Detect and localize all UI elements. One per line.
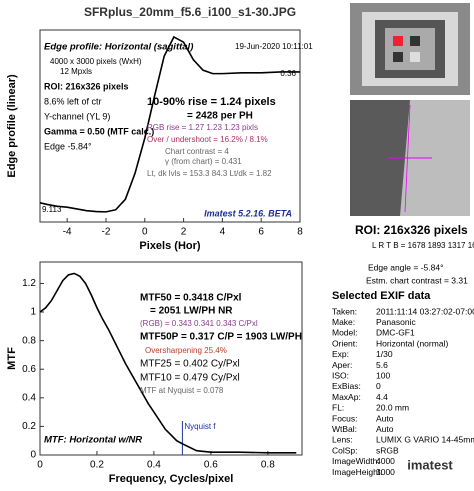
plot-area [39,29,301,223]
exif-value: Auto [376,424,394,434]
exif-key: ColSp: [332,445,358,455]
edge-angle: Edge angle = -5.84° [368,262,443,272]
x-tick-label: 0 [37,460,43,471]
exif-value: 100 [376,370,390,380]
x-tick-label: 0.6 [204,460,218,471]
exif-title: Selected EXIF data [332,290,431,302]
annotation: 10-90% rise = 1.24 pixels [147,96,276,108]
roi-bounds: L R T B = 1678 1893 1317 1642 [372,241,474,250]
annotation: 12 Mpxls [60,67,92,76]
annotation: Edge -5.84° [44,141,92,151]
exif-key: Exp: [332,349,349,359]
annotation: Chart contrast = 4 [165,147,229,156]
exif-key: ImageWidth: [332,456,380,466]
exif-key: Model: [332,328,358,338]
exif-value: sRGB [376,445,399,455]
annotation: Y-channel (YL 9) [44,111,110,121]
annotation: RGB rise = 1.27 1.23 1.23 pixls [147,123,258,132]
x-tick-label: 2 [181,227,187,238]
annotation: MTF at Nyquist = 0.078 [140,386,224,395]
exif-key: Focus: [332,413,358,423]
thumbnail [350,3,470,95]
exif-value: 4000 [376,456,395,466]
exif-value: 1/30 [376,349,393,359]
annotation: MTF10 = 0.479 Cy/Pxl [140,373,240,384]
annotation: MTF25 = 0.402 Cy/Pxl [140,359,240,370]
annotation: MTF50 = 0.3418 C/Pxl [140,293,242,304]
exif-key: ISO: [332,370,349,380]
exif-value: 0 [376,381,381,391]
chart-title: Edge profile: Horizontal (sagittal) [44,42,193,53]
exif-value: LUMIX G VARIO 14-45mm F: [376,435,474,445]
y-tick-label: 0.2 [22,421,36,432]
exif-key: MaxAp: [332,392,361,402]
x-tick-label: 4 [220,227,226,238]
exif-value: Horizontal (normal) [376,338,448,348]
annotation: 19-Jun-2020 10:11:01 [235,42,313,51]
plot-area [39,261,303,456]
exif-value: 20.0 mm [376,403,409,413]
annotation: Gamma = 0.50 (MTF calc.) [44,126,154,136]
exif-key: ExBias: [332,381,361,391]
annotation: Oversharpening 25.4% [145,346,227,355]
annotation: 4000 x 3000 pixels (WxH) [50,57,142,66]
exif-key: Make: [332,317,355,327]
annotation: Imatest 5.2.16. BETA [204,208,292,218]
exif-key: WtBal: [332,424,357,434]
annotation: Over / undershoot = 16.2% / 8.1% [147,135,268,144]
exif-key: Lens: [332,435,353,445]
y-tick-label: 0.6 [22,364,36,375]
x-tick-label: 0.2 [90,460,104,471]
annotation: (RGB) = 0.343 0.341 0.343 C/Pxl [140,319,258,328]
x-tick-label: 0.8 [261,460,275,471]
chart-title: MTF: Horizontal w/NR [44,435,142,446]
x-tick-label: 6 [258,227,264,238]
exif-value: Auto [376,413,394,423]
y-tick-label: 0.8 [22,335,36,346]
annotation: = 2428 per PH [187,111,253,122]
exif-value: 3000 [376,467,395,477]
curve [39,272,297,454]
annotation: Lt, dk lvls = 153.3 84.3 Lt/dk = 1.82 [147,169,272,178]
exif-key: Orient: [332,338,358,348]
exif-key: Aper: [332,360,352,370]
window-title: SFRplus_20mm_f5.6_i100_s1-30.JPG [84,5,296,19]
logo: imatest [407,457,453,472]
exif-value: 2011:11:14 03:27:02-07:00 [376,306,474,316]
x-tick-label: 0.4 [147,460,161,471]
annotation: ROI: 216x326 pixels [44,81,129,91]
x-tick-label: 8 [297,227,303,238]
chart-contrast: Estm. chart contrast = 3.31 [366,275,468,285]
roi-size: ROI: 216x326 pixels [355,223,468,237]
y-axis-label: MTF [6,347,18,370]
x-tick-label: -4 [63,227,72,238]
exif-key: Taken: [332,306,357,316]
annotation: MTF50P = 0.317 C/P = 1903 LW/PH [140,332,302,343]
x-tick-label: -2 [102,227,111,238]
annotation: γ (from chart) = 0.431 [165,157,242,166]
exif-value: 5.6 [376,360,388,370]
y-axis-label: Edge profile (linear) [6,74,18,178]
exif-value: DMC-GF1 [376,328,415,338]
x-axis-label: Frequency, Cycles/pixel [109,473,234,485]
annotation: 9.113 [42,205,62,214]
y-tick-label: 0 [30,450,36,461]
exif-value: 4.4 [376,392,388,402]
annotation: 8.6% left of ctr [44,96,102,106]
exif-key: FL: [332,403,344,413]
y-tick-label: 1.2 [22,278,36,289]
y-tick-label: 1 [30,307,36,318]
x-axis-label: Pixels (Hor) [139,240,200,252]
roi-image [350,100,470,216]
exif-value: Panasonic [376,317,416,327]
annotation: = 2051 LW/PH NR [150,306,233,317]
exif-key: ImageHeight: [332,467,383,477]
x-tick-label: 0 [142,227,148,238]
annotation: 0.36 [280,69,296,78]
curve [39,35,300,213]
nyquist-label: Nyquist f [184,422,216,431]
y-tick-label: 0.4 [22,392,36,403]
